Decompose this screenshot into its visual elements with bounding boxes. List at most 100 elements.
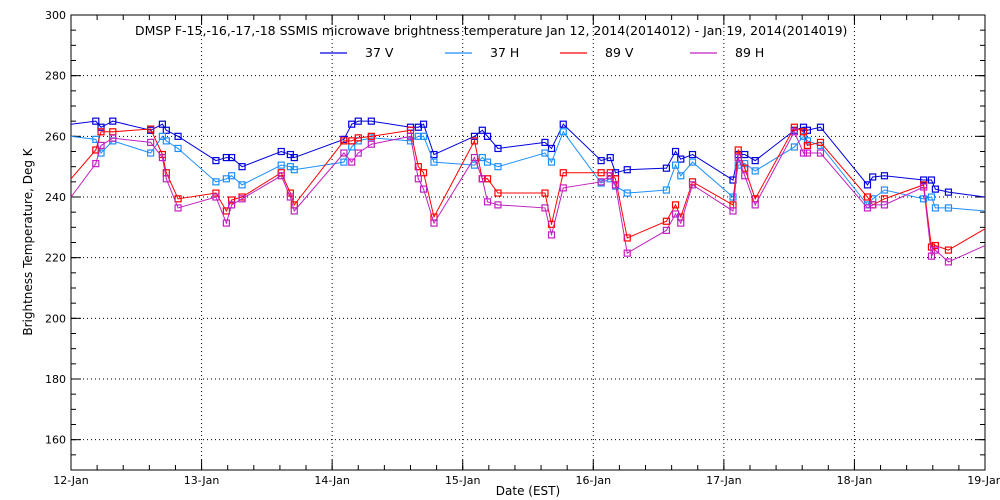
y-tick-label: 180 (45, 373, 66, 386)
data-point-center (872, 176, 874, 178)
data-point (662, 226, 671, 234)
data-point (483, 175, 492, 183)
data-point (559, 128, 567, 136)
data-point-center (562, 187, 564, 189)
data-point-center (497, 147, 499, 149)
data-point-center (872, 204, 874, 206)
data-point-center (95, 149, 97, 151)
data-point (671, 210, 680, 218)
data-point (277, 161, 285, 169)
data-point-center (744, 163, 746, 165)
data-point (799, 128, 808, 136)
data-point (662, 164, 671, 172)
data-point-center (923, 186, 925, 188)
data-point-center (473, 140, 475, 142)
data-point-center (289, 154, 291, 156)
data-point (97, 141, 105, 150)
data-point-center (293, 169, 295, 171)
data-point-center (665, 229, 667, 231)
data-point (927, 193, 936, 201)
data-point (944, 204, 953, 212)
data-point-center (289, 196, 291, 198)
data-point (677, 172, 685, 180)
data-point-center (100, 131, 102, 133)
data-point-center (165, 129, 167, 131)
data-point-center (692, 154, 694, 156)
data-point-center (600, 160, 602, 162)
data-point-center (417, 126, 419, 128)
x-axis-label: Date (EST) (496, 484, 560, 498)
data-point-center (417, 178, 419, 180)
data-point-center (241, 196, 243, 198)
data-point (671, 161, 680, 169)
data-point (228, 153, 236, 162)
data-point (623, 189, 631, 197)
data-point (340, 158, 348, 166)
data-point (816, 149, 825, 157)
data-point-center (883, 204, 885, 206)
data-point (158, 153, 166, 162)
data-point-center (793, 146, 795, 148)
data-point-center (343, 152, 345, 154)
data-point-center (551, 223, 553, 225)
data-point (212, 189, 220, 197)
data-point-center (95, 120, 97, 122)
data-point-center (744, 154, 746, 156)
data-point (606, 172, 614, 180)
data-point-center (600, 172, 602, 174)
chart-title: DMSP F-15,-16,-17,-18 SSMIS microwave br… (135, 23, 847, 38)
data-point (147, 149, 155, 157)
data-point (790, 143, 798, 151)
data-point-center (803, 131, 805, 133)
data-point (354, 117, 362, 125)
data-point (158, 132, 166, 140)
data-point-center (351, 140, 353, 142)
data-point-center (241, 198, 243, 200)
data-point-center (544, 192, 546, 194)
legend-item: 89 V (560, 45, 634, 60)
data-point-center (754, 204, 756, 206)
y-tick-label: 160 (45, 434, 66, 447)
data-point-center (551, 234, 553, 236)
data-point (158, 120, 166, 128)
data-point (414, 163, 422, 171)
x-tick-label: 15-Jan (445, 474, 481, 487)
data-point (790, 123, 798, 131)
data-point (816, 138, 825, 146)
data-point-center (473, 135, 475, 137)
data-point-center (934, 188, 936, 190)
legend-item: 37 H (445, 45, 519, 60)
data-point (238, 195, 246, 203)
data-point-center (280, 164, 282, 166)
data-point (790, 128, 798, 136)
data-point (547, 158, 556, 166)
data-point (494, 144, 502, 153)
data-point (470, 153, 479, 162)
data-point (803, 126, 812, 134)
data-point-center (609, 175, 611, 177)
data-point-center (923, 179, 925, 181)
data-point-center (351, 123, 353, 125)
data-point-center (280, 175, 282, 177)
data-point-center (923, 198, 925, 200)
data-point-center (665, 167, 667, 169)
data-point-center (417, 135, 419, 137)
series-89-h (70, 128, 986, 266)
data-point (174, 144, 182, 153)
data-point-center (732, 179, 734, 181)
data-point-center (665, 220, 667, 222)
data-point (277, 147, 285, 156)
data-point-center (177, 147, 179, 149)
data-point-center (289, 166, 291, 168)
data-point (547, 231, 556, 239)
data-point (340, 137, 348, 145)
data-point (920, 183, 928, 191)
x-tick-label: 17-Jan (706, 474, 742, 487)
data-point (97, 128, 105, 136)
y-tick-label: 240 (45, 191, 66, 204)
data-point (354, 134, 362, 142)
data-point (228, 172, 236, 180)
data-point-center (95, 138, 97, 140)
data-point-center (947, 249, 949, 251)
data-point-center (161, 135, 163, 137)
